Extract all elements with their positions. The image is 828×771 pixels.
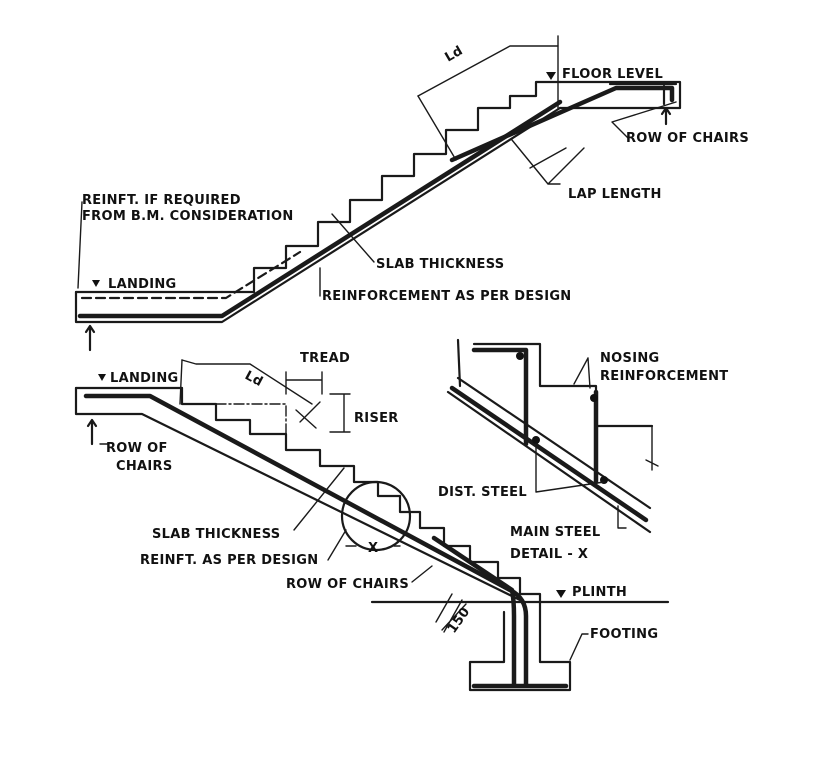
reinft-if-required-label-1: REINFT. IF REQUIRED [82,193,241,208]
top-floor-slab [558,80,682,110]
top-slab-soffit [74,106,562,324]
riser-dimension [329,393,351,433]
top-lap-bar [449,85,675,163]
top-stair-labels: Ld FLOOR LEVEL ROW OF CHAIRS LAP LENGTH … [82,43,749,304]
bottom-steps-outline [180,386,572,692]
floor-level-icon [546,72,556,80]
top-ld-dimension [417,45,559,97]
row-of-chairs-bottom-label: ROW OF CHAIRS [286,577,409,592]
plinth-level-icon [556,590,566,598]
step-section-mark [295,401,321,429]
dist-steel-label: DIST. STEEL [438,485,527,500]
detail-nosing-bar-1 [471,347,529,447]
dist-steel-dot-1 [516,352,524,360]
dist-steel-dot-2 [590,394,598,402]
row-of-chairs-top-label: ROW OF CHAIRS [626,131,749,146]
nosing-label-1: NOSING [600,351,659,366]
slab-thickness-top-label: SLAB THICKNESS [376,257,504,272]
ld-top-label: Ld [443,43,466,65]
dim-150-label: 150 [445,605,473,637]
landing-bottom-label: LANDING [110,371,179,386]
tread-dimension [285,371,323,395]
row-of-chairs-left-label-2: CHAIRS [116,459,173,474]
top-main-bar [77,99,563,319]
bottom-left-support-arrow [86,418,98,446]
bottom-slab-soffit [74,386,522,602]
main-steel-label: MAIN STEEL [510,525,601,540]
top-left-support-arrow [84,324,96,352]
floor-level-label: FLOOR LEVEL [562,67,663,82]
detail-x-section [446,338,659,534]
plinth-label: PLINTH [572,585,627,600]
row-of-chairs-leader-top [611,101,677,139]
slab-thickness-leader-top [331,213,375,263]
top-lap-dimension [511,139,585,185]
slab-thickness-bottom-leader [293,467,345,531]
footing-leader [569,633,589,661]
detail-left-edge [456,338,462,388]
reinft-leader [77,201,83,289]
lap-length-label: LAP LENGTH [568,187,662,202]
dist-steel-leader [535,443,605,493]
detail-x-labels: NOSING REINFORCEMENT DIST. STEEL MAIN ST… [438,351,728,562]
landing-top-label: LANDING [108,277,177,292]
landing-level-icon [92,280,100,287]
footing-label: FOOTING [590,627,658,642]
reinft-if-required-label-2: FROM B.M. CONSIDERATION [82,209,294,224]
detail-x-label: DETAIL - X [510,547,588,562]
detail-x-circle [340,480,412,552]
nosing-label-2: REINFORCEMENT [600,369,728,384]
top-extra-reinforcement [80,250,302,300]
main-steel-leader [617,505,627,529]
row-of-chairs-left-label-1: ROW OF [106,441,168,456]
bottom-step-dash [215,403,287,451]
top-stair-flight [74,35,682,352]
top-ld-extension-left [417,95,457,161]
slab-thickness-bottom-label: SLAB THICKNESS [152,527,280,542]
dim-150-lines [435,593,467,633]
bottom-stair-labels: TREAD LANDING Ld RISER ROW OF CHAIRS SLA… [106,351,658,642]
x-mark-label: X [368,541,378,556]
dist-steel-dot-3 [532,436,540,444]
detail-break-line [645,425,659,471]
bottom-ld-extension [179,359,183,405]
detail-steps-outline [472,342,654,428]
top-right-support-arrow [660,106,672,126]
reinft-as-per-design-label: REINFT. AS PER DESIGN [140,553,318,568]
top-steps-outline [220,80,562,294]
bottom-ld-dimension [181,359,313,405]
detail-main-steel [449,385,649,523]
detail-slab-top [446,390,652,534]
nosing-leader [573,357,591,389]
bottom-landing-level-icon [98,374,106,381]
detail-slab-bottom [456,376,652,510]
riser-label: RISER [354,411,399,426]
bottom-stair-flight [74,359,670,692]
reinforcement-as-per-design-label: REINFORCEMENT AS PER DESIGN [322,289,571,304]
tread-label: TREAD [300,351,350,366]
reinft-as-per-design-leader [327,529,347,561]
row-of-chairs-bottom-leader [411,565,433,583]
